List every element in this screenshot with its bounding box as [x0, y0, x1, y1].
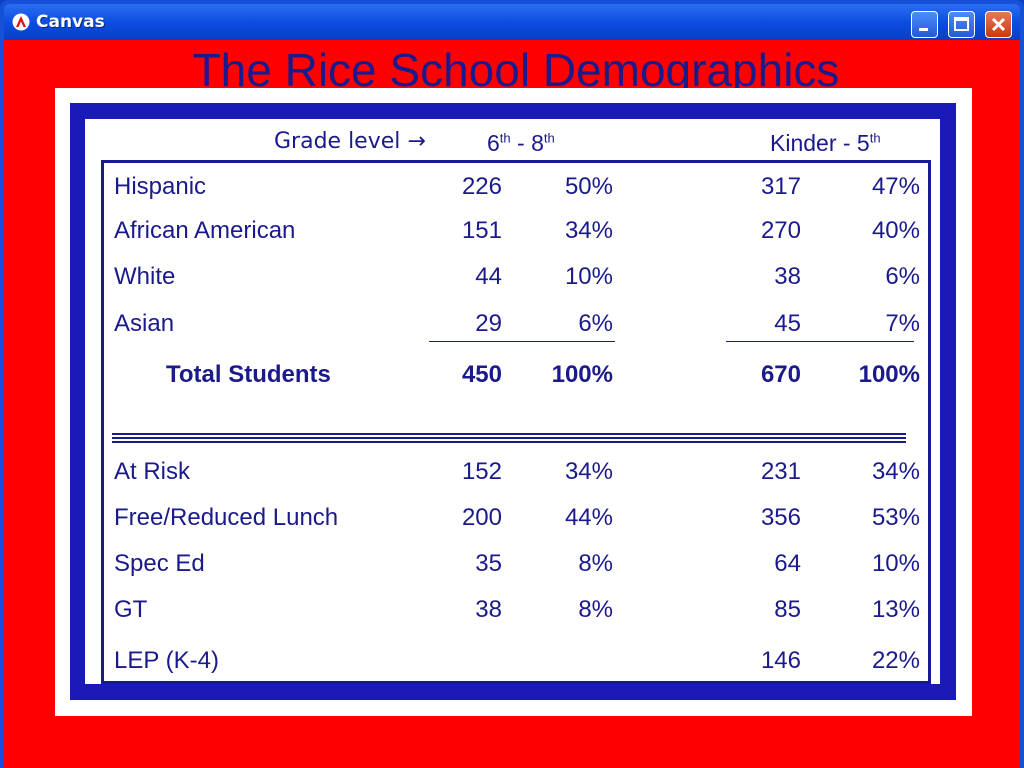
row-label: GT [114, 596, 148, 623]
cell-count-k-5: 64 [774, 550, 801, 577]
header-8-sup: th [543, 130, 555, 146]
cell-pct-k-5: 13% [871, 596, 920, 623]
arrow-right-icon: → [407, 129, 426, 154]
title-bar[interactable]: Canvas [4, 4, 1020, 40]
cell-count-k-5: 317 [760, 173, 801, 200]
close-icon [991, 17, 1006, 32]
cell-count-6-8: 35 [475, 550, 502, 577]
subtotal-rule-k-5 [726, 341, 914, 342]
header-6: 6 [487, 130, 500, 156]
row-label: White [114, 263, 176, 290]
row-label: African American [114, 217, 296, 244]
maximize-button[interactable] [948, 11, 975, 38]
cell-count-k-5: 270 [760, 217, 801, 244]
minimize-icon [919, 28, 928, 31]
row-label: LEP (K-4) [114, 647, 219, 674]
close-button[interactable] [985, 11, 1012, 38]
cell-pct-k-5: 10% [871, 550, 920, 577]
canvas-app-icon [12, 13, 30, 31]
maximize-icon [954, 17, 969, 31]
cell-pct-6-8: 10% [564, 263, 613, 290]
cell-count-k-5: 45 [774, 310, 801, 337]
cell-count-6-8: 151 [461, 217, 502, 244]
total-pct-k-5: 100% [858, 361, 920, 388]
row-label: Asian [114, 310, 175, 337]
header-kinder-sup: th [869, 130, 881, 146]
cell-count-k-5: 231 [760, 458, 801, 485]
total-students-label: Total Students [166, 361, 331, 388]
cell-count-6-8: 152 [461, 458, 502, 485]
section-divider [112, 441, 906, 443]
window-title: Canvas [36, 12, 105, 32]
grade-level-label: Grade level → [274, 129, 426, 154]
section-divider [112, 437, 906, 439]
header-kinder: Kinder - 5 [770, 130, 870, 156]
cell-count-k-5: 38 [774, 263, 801, 290]
cell-pct-6-8: 34% [564, 458, 613, 485]
cell-count-k-5: 85 [774, 596, 801, 623]
cell-count-6-8: 38 [475, 596, 502, 623]
subtotal-rule-6-8 [429, 341, 615, 342]
row-label: At Risk [114, 458, 191, 485]
row-label: Spec Ed [114, 550, 205, 577]
header-8: - 8 [510, 130, 544, 156]
cell-count-k-5: 146 [760, 647, 801, 674]
grade-level-text: Grade level [274, 129, 401, 154]
cell-count-6-8: 226 [461, 173, 502, 200]
cell-pct-k-5: 47% [871, 173, 920, 200]
cell-pct-k-5: 7% [885, 310, 920, 337]
cell-pct-6-8: 6% [578, 310, 613, 337]
header-kinder-5: Kinder - 5th [770, 130, 881, 157]
cell-pct-k-5: 6% [885, 263, 920, 290]
row-label: Hispanic [114, 173, 207, 200]
cell-count-k-5: 356 [760, 504, 801, 531]
header-grades-6-8: 6th - 8th [487, 130, 555, 157]
cell-count-6-8: 44 [475, 263, 502, 290]
cell-pct-k-5: 53% [871, 504, 920, 531]
minimize-button[interactable] [911, 11, 938, 38]
cell-count-6-8: 200 [461, 504, 502, 531]
cell-pct-6-8: 44% [564, 504, 613, 531]
cell-count-6-8: 29 [475, 310, 502, 337]
slide-title: The Rice School Demographics [192, 44, 840, 96]
header-6-sup: th [499, 130, 511, 146]
cell-pct-k-5: 22% [871, 647, 920, 674]
cell-pct-k-5: 34% [871, 458, 920, 485]
section-divider [112, 433, 906, 435]
cell-pct-k-5: 40% [871, 217, 920, 244]
total-count-6-8: 450 [461, 361, 502, 388]
cell-pct-6-8: 8% [578, 550, 613, 577]
cell-pct-6-8: 50% [564, 173, 613, 200]
total-count-k-5: 670 [760, 361, 801, 388]
cell-pct-6-8: 8% [578, 596, 613, 623]
row-label: Free/Reduced Lunch [114, 504, 339, 531]
total-pct-6-8: 100% [551, 361, 613, 388]
demographics-table: Hispanic 226 50% 317 47% African America… [101, 160, 931, 684]
cell-pct-6-8: 34% [564, 217, 613, 244]
